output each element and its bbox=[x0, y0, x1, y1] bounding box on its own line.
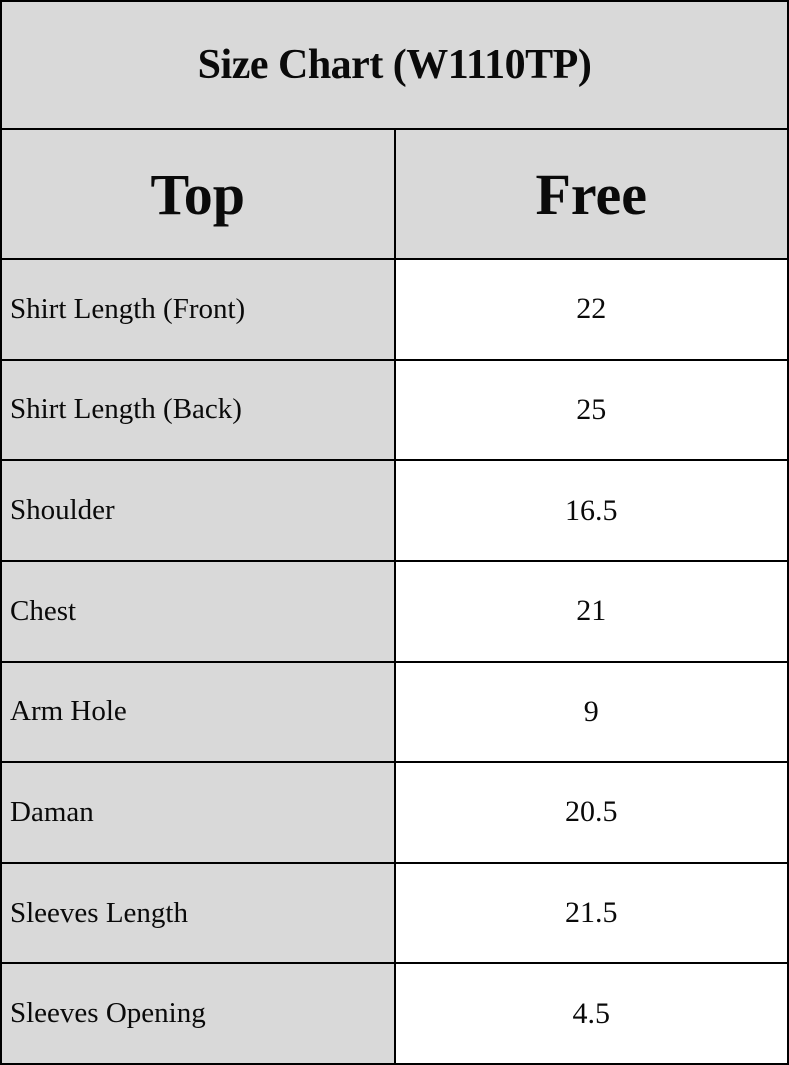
row-label-shirt-length-back: Shirt Length (Back) bbox=[2, 360, 394, 460]
row-value-sleeves-length: 21.5 bbox=[395, 863, 787, 963]
row-label-arm-hole: Arm Hole bbox=[2, 662, 394, 762]
column-header-top: Top bbox=[2, 130, 394, 258]
row-value-shirt-length-back: 25 bbox=[395, 360, 787, 460]
row-value-daman: 20.5 bbox=[395, 763, 787, 862]
row-label-shoulder: Shoulder bbox=[2, 461, 394, 560]
row-value-arm-hole: 9 bbox=[395, 662, 787, 762]
row-label-sleeves-length: Sleeves Length bbox=[2, 863, 394, 963]
row-label-chest: Chest bbox=[2, 561, 394, 661]
row-value-chest: 21 bbox=[395, 561, 787, 661]
row-label-daman: Daman bbox=[2, 763, 394, 862]
size-chart-title: Size Chart (W1110TP) bbox=[2, 2, 787, 128]
row-value-sleeves-opening: 4.5 bbox=[395, 964, 787, 1063]
row-label-shirt-length-front: Shirt Length (Front) bbox=[2, 260, 394, 359]
row-value-shirt-length-front: 22 bbox=[395, 260, 787, 359]
row-value-shoulder: 16.5 bbox=[395, 461, 787, 560]
row-label-sleeves-opening: Sleeves Opening bbox=[2, 964, 394, 1063]
column-header-free: Free bbox=[395, 130, 787, 258]
